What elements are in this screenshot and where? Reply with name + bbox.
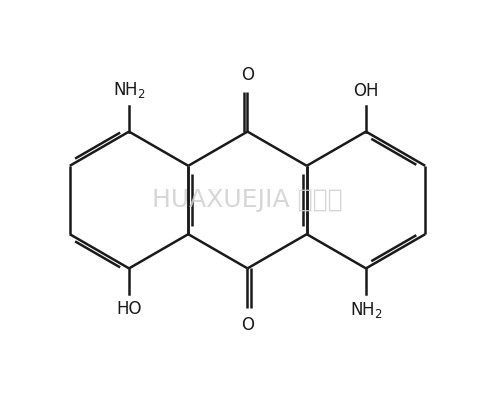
Text: O: O	[241, 316, 254, 334]
Text: OH: OH	[353, 82, 379, 100]
Text: O: O	[241, 66, 254, 84]
Text: HUAXUEJIA 化学加: HUAXUEJIA 化学加	[152, 188, 343, 212]
Text: NH$_2$: NH$_2$	[349, 300, 382, 320]
Text: HO: HO	[116, 300, 142, 318]
Text: NH$_2$: NH$_2$	[113, 80, 146, 100]
